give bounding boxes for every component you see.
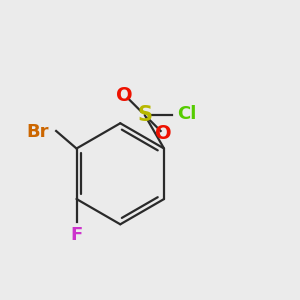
Text: F: F (70, 226, 83, 244)
Text: O: O (116, 85, 133, 105)
Text: S: S (137, 105, 152, 125)
Text: Cl: Cl (177, 105, 197, 123)
Text: O: O (155, 124, 172, 143)
Text: Br: Br (27, 123, 49, 141)
